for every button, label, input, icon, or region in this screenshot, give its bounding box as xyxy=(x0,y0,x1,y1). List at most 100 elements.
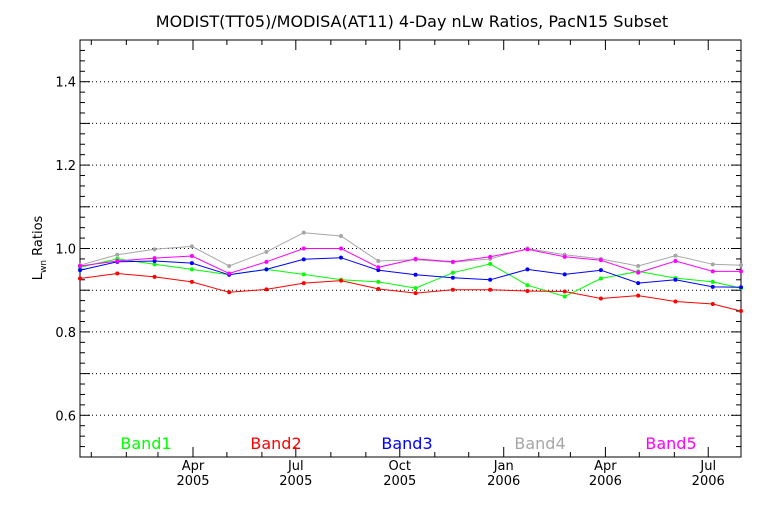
data-point-band3 xyxy=(339,255,344,260)
data-point-band3 xyxy=(450,275,455,280)
y-tick-label: 1.0 xyxy=(55,243,76,258)
x-tick-year-label: 2006 xyxy=(589,474,622,489)
data-point-band4 xyxy=(152,247,157,252)
data-point-band3 xyxy=(264,267,269,272)
data-point-band5 xyxy=(525,247,530,252)
x-tick-year-label: 2006 xyxy=(692,474,725,489)
data-point-band1 xyxy=(598,276,603,281)
data-point-band2 xyxy=(525,289,530,294)
x-tick-month-label: Jan xyxy=(493,459,514,474)
data-point-band2 xyxy=(636,293,641,298)
x-tick-year-label: 2005 xyxy=(279,474,312,489)
data-point-band4 xyxy=(264,249,269,254)
x-tick-year-label: 2005 xyxy=(383,474,416,489)
data-point-band5 xyxy=(450,259,455,264)
x-tick-month-label: Jul xyxy=(699,459,716,474)
data-point-band2 xyxy=(78,276,82,281)
data-point-band1 xyxy=(189,267,194,272)
data-point-band5 xyxy=(413,256,418,261)
x-tick-month-label: Jul xyxy=(287,459,304,474)
data-point-band5 xyxy=(710,269,715,274)
data-point-band1 xyxy=(376,279,381,284)
data-point-band4 xyxy=(636,264,641,269)
data-point-band2 xyxy=(673,299,678,304)
data-point-band3 xyxy=(152,259,157,264)
data-point-band4 xyxy=(710,262,715,267)
data-point-band2 xyxy=(301,281,306,286)
data-point-band1 xyxy=(413,286,418,291)
data-point-band1 xyxy=(152,262,157,267)
data-point-band5 xyxy=(78,264,82,269)
data-point-band3 xyxy=(710,284,715,289)
data-point-band5 xyxy=(339,246,344,251)
data-point-band2 xyxy=(488,287,493,292)
data-point-band5 xyxy=(598,258,603,263)
data-point-band3 xyxy=(673,277,678,282)
data-point-band5 xyxy=(376,265,381,270)
data-point-band2 xyxy=(264,287,269,292)
data-point-band5 xyxy=(115,259,120,264)
data-point-band3 xyxy=(636,281,641,286)
data-point-band5 xyxy=(562,254,567,259)
data-point-band2 xyxy=(562,289,567,294)
data-point-band2 xyxy=(339,278,344,283)
chart-title: MODIST(TT05)/MODISA(AT11) 4-Day nLw Rati… xyxy=(156,12,668,31)
legend-label-band3: Band3 xyxy=(381,434,432,453)
data-point-band4 xyxy=(339,233,344,238)
data-point-band5 xyxy=(636,270,641,275)
data-point-band1 xyxy=(450,270,455,275)
data-point-band3 xyxy=(189,261,194,266)
legend: Band1 Band2 Band3 Band4 Band5 xyxy=(120,434,696,453)
data-point-band1 xyxy=(710,279,715,284)
y-axis-label-rest: Ratios xyxy=(31,215,46,260)
data-point-band3 xyxy=(488,277,493,282)
x-tick-month-label: Apr xyxy=(594,459,617,474)
data-point-band3 xyxy=(525,267,530,272)
y-tick-label: 1.2 xyxy=(55,159,76,174)
data-point-band5 xyxy=(189,254,194,259)
data-point-band2 xyxy=(376,286,381,291)
data-point-band3 xyxy=(413,272,418,277)
series-line-band2 xyxy=(79,272,742,312)
y-grid-lines xyxy=(80,81,741,416)
x-tick-year-label: 2005 xyxy=(176,474,209,489)
data-point-band1 xyxy=(488,261,493,266)
x-axis-ticks: Apr2005Jul2005Oct2005Jan2006Apr2006Jul20… xyxy=(90,40,725,489)
plot-frame xyxy=(79,39,742,458)
y-axis-label-main: L xyxy=(31,272,46,280)
data-point-band4 xyxy=(376,259,381,264)
series-lines xyxy=(78,230,743,314)
data-point-band4 xyxy=(115,252,120,257)
data-point-band2 xyxy=(115,271,120,276)
data-point-band3 xyxy=(376,268,381,273)
data-point-band4 xyxy=(227,264,232,269)
data-point-band5 xyxy=(739,269,743,274)
data-point-band5 xyxy=(227,271,232,276)
y-tick-label: 1.4 xyxy=(55,76,76,91)
legend-label-band2: Band2 xyxy=(250,434,301,453)
data-point-band3 xyxy=(598,268,603,273)
data-point-band2 xyxy=(710,301,715,306)
data-point-band2 xyxy=(450,287,455,292)
data-point-band5 xyxy=(264,259,269,264)
data-point-band2 xyxy=(189,279,194,284)
data-point-band3 xyxy=(301,257,306,262)
data-point-band2 xyxy=(227,290,232,295)
y-axis-ticks: 0.6 0.8 1.0 1.2 1.4 xyxy=(55,39,741,458)
data-point-band2 xyxy=(413,291,418,296)
legend-label-band1: Band1 xyxy=(120,434,171,453)
data-point-band5 xyxy=(488,254,493,259)
y-tick-label: 0.6 xyxy=(55,409,76,424)
y-axis-label: Lwn Ratios xyxy=(31,215,49,280)
legend-label-band4: Band4 xyxy=(514,434,565,453)
data-point-band3 xyxy=(78,268,82,273)
data-point-band4 xyxy=(189,244,194,249)
data-point-band4 xyxy=(673,253,678,258)
x-tick-month-label: Oct xyxy=(389,459,411,474)
data-point-band1 xyxy=(525,283,530,288)
data-point-band5 xyxy=(152,256,157,261)
x-tick-year-label: 2006 xyxy=(487,474,520,489)
x-tick-month-label: Apr xyxy=(182,459,205,474)
legend-label-band5: Band5 xyxy=(645,434,696,453)
